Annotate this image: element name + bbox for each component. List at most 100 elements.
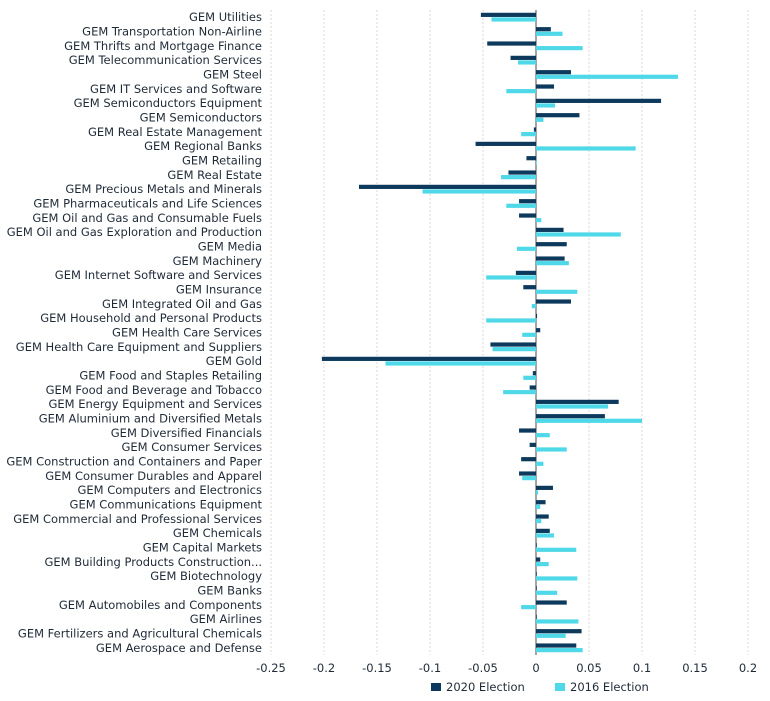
category-label: GEM Food and Staples Retailing bbox=[79, 369, 262, 383]
bar-2020 bbox=[519, 428, 536, 433]
bar-2016 bbox=[522, 476, 536, 481]
category-label: GEM Gold bbox=[206, 354, 262, 368]
category-label: GEM Real Estate Management bbox=[88, 125, 263, 139]
bar-2020 bbox=[519, 199, 536, 204]
bar-2020 bbox=[536, 500, 546, 505]
bar-2016 bbox=[536, 547, 577, 552]
category-label: GEM Computers and Electronics bbox=[77, 483, 262, 497]
bar-2020 bbox=[521, 457, 536, 462]
bar-2020 bbox=[523, 285, 536, 290]
category-label: GEM Energy Equipment and Services bbox=[48, 397, 262, 411]
category-label: GEM Pharmaceuticals and Life Sciences bbox=[33, 197, 262, 211]
category-label: GEM Fertilizers and Agricultural Chemica… bbox=[18, 627, 262, 641]
category-label: GEM Telecommunication Services bbox=[69, 53, 262, 67]
bar-2016 bbox=[531, 304, 536, 309]
bar-2016 bbox=[536, 74, 679, 79]
bar-2020 bbox=[536, 313, 538, 318]
bar-2020 bbox=[536, 414, 605, 419]
bar-2016 bbox=[536, 261, 569, 266]
bar-2016 bbox=[536, 519, 542, 524]
legend: 2020 Election 2016 Election bbox=[431, 680, 649, 694]
bar-2020 bbox=[536, 586, 537, 591]
bar-2020 bbox=[529, 385, 536, 390]
bar-2020 bbox=[536, 485, 553, 490]
x-tick-label: -0.2 bbox=[313, 661, 335, 675]
bar-2020 bbox=[529, 442, 536, 447]
bar-2020 bbox=[536, 113, 580, 118]
x-tick-label: -0.25 bbox=[256, 661, 286, 675]
bar-2016 bbox=[536, 103, 556, 108]
category-label: GEM Communications Equipment bbox=[70, 498, 263, 512]
category-label: GEM Health Care Services bbox=[112, 326, 262, 340]
x-tick-label: -0.05 bbox=[468, 661, 498, 675]
category-label: GEM Diversified Financials bbox=[111, 426, 262, 440]
category-label: GEM Retailing bbox=[182, 154, 262, 168]
bar-2020 bbox=[536, 84, 555, 89]
category-label: GEM Aluminium and Diversified Metals bbox=[39, 412, 262, 426]
bar-2016 bbox=[536, 232, 621, 237]
bar-2020 bbox=[536, 543, 537, 548]
bar-2016 bbox=[536, 590, 558, 595]
legend-swatch-2016 bbox=[555, 683, 565, 691]
category-label: GEM Building Products Construction... bbox=[44, 555, 262, 569]
category-label: GEM Thrifts and Mortgage Finance bbox=[64, 39, 262, 53]
bar-2020 bbox=[536, 629, 582, 634]
bar-2020 bbox=[526, 156, 536, 161]
category-label: GEM Health Care Equipment and Suppliers bbox=[16, 340, 262, 354]
bar-2020 bbox=[510, 55, 536, 60]
bar-2020 bbox=[487, 41, 536, 46]
bar-2016 bbox=[522, 332, 536, 337]
bar-2020 bbox=[536, 571, 537, 576]
category-label: GEM Banks bbox=[197, 584, 262, 598]
bars bbox=[321, 12, 679, 653]
bar-2016 bbox=[486, 318, 536, 323]
bar-2016 bbox=[536, 504, 541, 509]
category-label: GEM Media bbox=[198, 240, 262, 254]
x-tick-label: -0.15 bbox=[362, 661, 392, 675]
bar-2020 bbox=[536, 614, 537, 619]
category-label: GEM Food and Beverage and Tobacco bbox=[46, 383, 262, 397]
bar-2016 bbox=[506, 89, 536, 94]
bar-2020 bbox=[490, 342, 536, 347]
category-label: GEM Automobiles and Components bbox=[59, 598, 262, 612]
bar-2016 bbox=[503, 390, 536, 395]
category-label: GEM Airlines bbox=[190, 612, 262, 626]
bar-2016 bbox=[492, 347, 536, 352]
bar-2016 bbox=[536, 404, 609, 409]
category-label: GEM Semiconductors Equipment bbox=[74, 96, 263, 110]
bar-2016 bbox=[536, 418, 642, 423]
bar-2016 bbox=[385, 361, 536, 366]
category-label: GEM Machinery bbox=[173, 254, 263, 268]
bar-2016 bbox=[536, 46, 583, 51]
bar-2016 bbox=[523, 375, 536, 380]
bar-2016 bbox=[536, 619, 579, 624]
bar-2016 bbox=[521, 605, 536, 610]
bar-2016 bbox=[536, 562, 549, 567]
bar-2016 bbox=[536, 289, 578, 294]
legend-label-2016: 2016 Election bbox=[570, 680, 649, 694]
grid-lines bbox=[270, 10, 749, 655]
bar-2016 bbox=[536, 31, 563, 36]
category-label: GEM Insurance bbox=[176, 283, 262, 297]
category-label: GEM Integrated Oil and Gas bbox=[102, 297, 262, 311]
category-label: GEM Biotechnology bbox=[150, 569, 262, 583]
x-tick-labels: -0.25 -0.2 -0.15 -0.1 -0.05 0 0.05 0.1 0.15 0.2 bbox=[256, 661, 757, 675]
bar-2016 bbox=[536, 146, 636, 151]
bar-2016 bbox=[536, 218, 542, 223]
bar-2020 bbox=[536, 256, 565, 261]
bar-2020 bbox=[519, 213, 536, 218]
bar-2020 bbox=[536, 98, 662, 103]
bar-2016 bbox=[521, 132, 536, 137]
bar-2020 bbox=[536, 27, 551, 32]
category-label: GEM IT Services and Software bbox=[90, 82, 262, 96]
category-label: GEM Commercial and Professional Services bbox=[13, 512, 262, 526]
bar-2016 bbox=[501, 175, 536, 180]
bar-2016 bbox=[536, 461, 544, 466]
category-label: GEM Consumer Services bbox=[121, 440, 262, 454]
legend-label-2020: 2020 Election bbox=[446, 680, 525, 694]
bar-2020 bbox=[536, 242, 567, 247]
bar-2020 bbox=[480, 12, 536, 17]
category-label: GEM Utilities bbox=[189, 10, 262, 24]
